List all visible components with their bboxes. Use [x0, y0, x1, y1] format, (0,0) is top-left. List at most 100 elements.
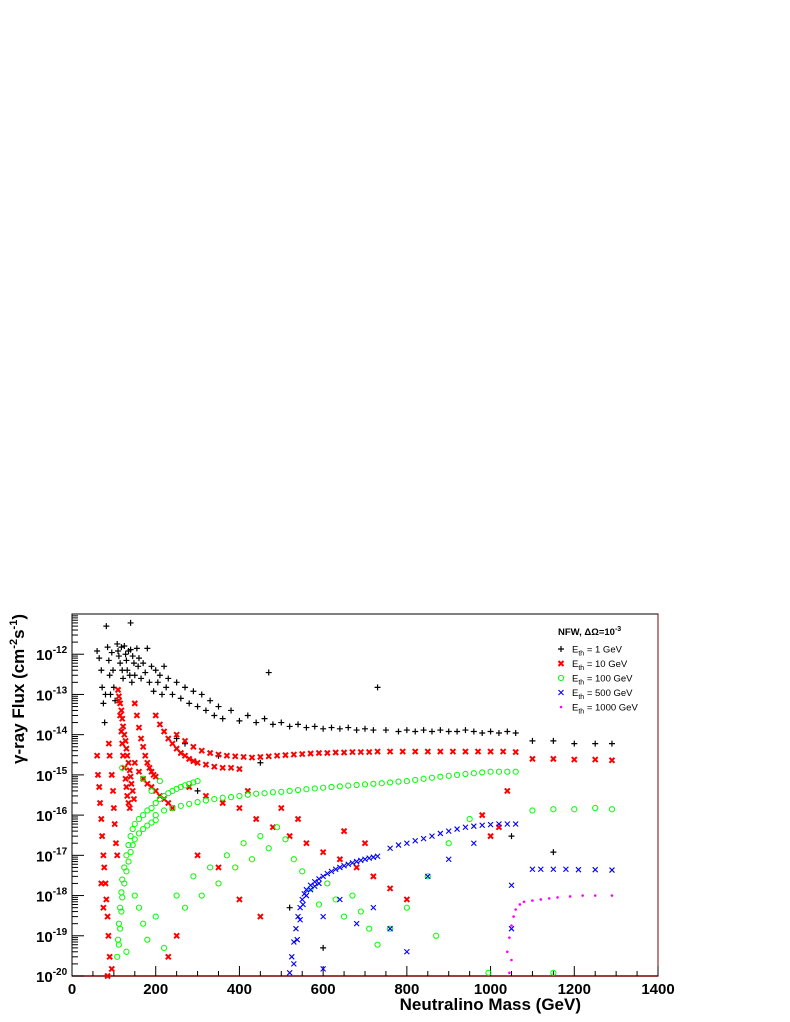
data-point	[453, 771, 461, 778]
data-point	[119, 764, 126, 771]
data-point	[550, 969, 557, 976]
data-point	[152, 712, 159, 719]
data-point	[125, 841, 132, 849]
data-point	[299, 868, 306, 875]
data-point	[345, 861, 352, 868]
data-point	[161, 663, 168, 670]
data-point	[320, 725, 327, 732]
legend-entry-label: Eth = 100 GeV	[572, 674, 633, 687]
data-point	[278, 788, 285, 795]
data-point	[504, 728, 511, 735]
data-point	[504, 768, 511, 775]
data-point	[512, 730, 519, 737]
y-tick-label-exponent: -18	[53, 887, 68, 898]
data-point	[173, 735, 180, 742]
data-point	[608, 757, 616, 764]
data-point	[370, 780, 377, 787]
data-point	[487, 768, 494, 775]
data-point	[269, 721, 276, 728]
data-point	[130, 660, 137, 667]
y-axis-title: γ-ray Flux (cm-2s-1)	[8, 614, 28, 764]
data-point	[378, 780, 385, 787]
data-point	[228, 707, 235, 714]
data-point	[121, 643, 128, 650]
data-point	[160, 807, 168, 814]
data-point	[146, 679, 153, 686]
data-point	[303, 886, 310, 893]
legend-label-sub: th	[578, 651, 584, 658]
data-point	[169, 691, 176, 698]
data-point	[133, 645, 140, 652]
data-point	[257, 753, 264, 761]
data-point	[98, 815, 105, 823]
data-point	[232, 753, 239, 760]
data-point	[531, 899, 534, 902]
data-point	[387, 779, 394, 786]
y-tick-label-base: 10	[36, 728, 53, 745]
data-point	[190, 757, 197, 765]
legend-title: NFW, ΔΩ=10-3	[558, 626, 621, 638]
data-point	[328, 783, 335, 791]
series-1	[93, 686, 616, 980]
data-point	[152, 913, 159, 920]
data-point	[303, 840, 310, 847]
data-point	[110, 804, 118, 812]
data-point	[133, 712, 141, 719]
data-point	[131, 700, 138, 707]
y-tick-label: 10-16	[36, 806, 68, 825]
data-point	[113, 852, 121, 859]
data-point	[125, 858, 132, 865]
data-point	[165, 953, 172, 961]
data-point	[412, 748, 419, 755]
data-point	[140, 660, 147, 667]
data-point	[106, 672, 113, 679]
data-point	[104, 913, 111, 920]
y-axis-title-base: γ-ray Flux (cm	[9, 649, 28, 764]
data-point	[219, 715, 226, 722]
data-point	[148, 804, 155, 812]
data-point	[181, 782, 189, 789]
data-point	[445, 728, 452, 735]
data-point	[144, 936, 151, 943]
data-point	[353, 781, 360, 789]
data-point	[437, 773, 444, 780]
data-point	[593, 894, 597, 897]
data-point	[152, 812, 159, 819]
data-point	[290, 856, 297, 863]
data-point	[139, 743, 147, 750]
data-point	[324, 870, 331, 877]
y-tick-label: 10-14	[36, 726, 68, 745]
data-point	[124, 792, 131, 800]
data-point	[219, 794, 226, 801]
data-point	[95, 783, 103, 791]
data-point	[173, 731, 180, 738]
y-tick-label: 10-20	[36, 967, 68, 986]
y-tick-label: 10-17	[36, 846, 68, 865]
data-point	[112, 840, 120, 847]
data-point	[182, 684, 189, 691]
data-point	[374, 941, 381, 948]
data-point	[429, 833, 435, 840]
data-point	[127, 849, 134, 856]
data-point	[299, 750, 306, 758]
data-point	[215, 864, 222, 871]
data-point	[119, 740, 126, 747]
data-point	[324, 749, 331, 757]
x-tick-label: 0	[68, 981, 76, 998]
data-point	[608, 806, 616, 813]
data-point	[131, 759, 138, 766]
data-point	[94, 648, 101, 655]
data-point	[118, 728, 125, 735]
y-tick-label-exponent: -20	[53, 967, 68, 978]
data-point	[424, 873, 431, 880]
data-point	[215, 703, 222, 710]
data-point	[316, 880, 322, 887]
data-point	[278, 719, 285, 726]
data-point	[202, 792, 210, 800]
y-axis-title-sup2: -1	[8, 620, 20, 630]
data-point	[454, 728, 461, 735]
data-point	[374, 684, 381, 691]
data-point	[202, 761, 210, 768]
data-point	[253, 790, 260, 797]
